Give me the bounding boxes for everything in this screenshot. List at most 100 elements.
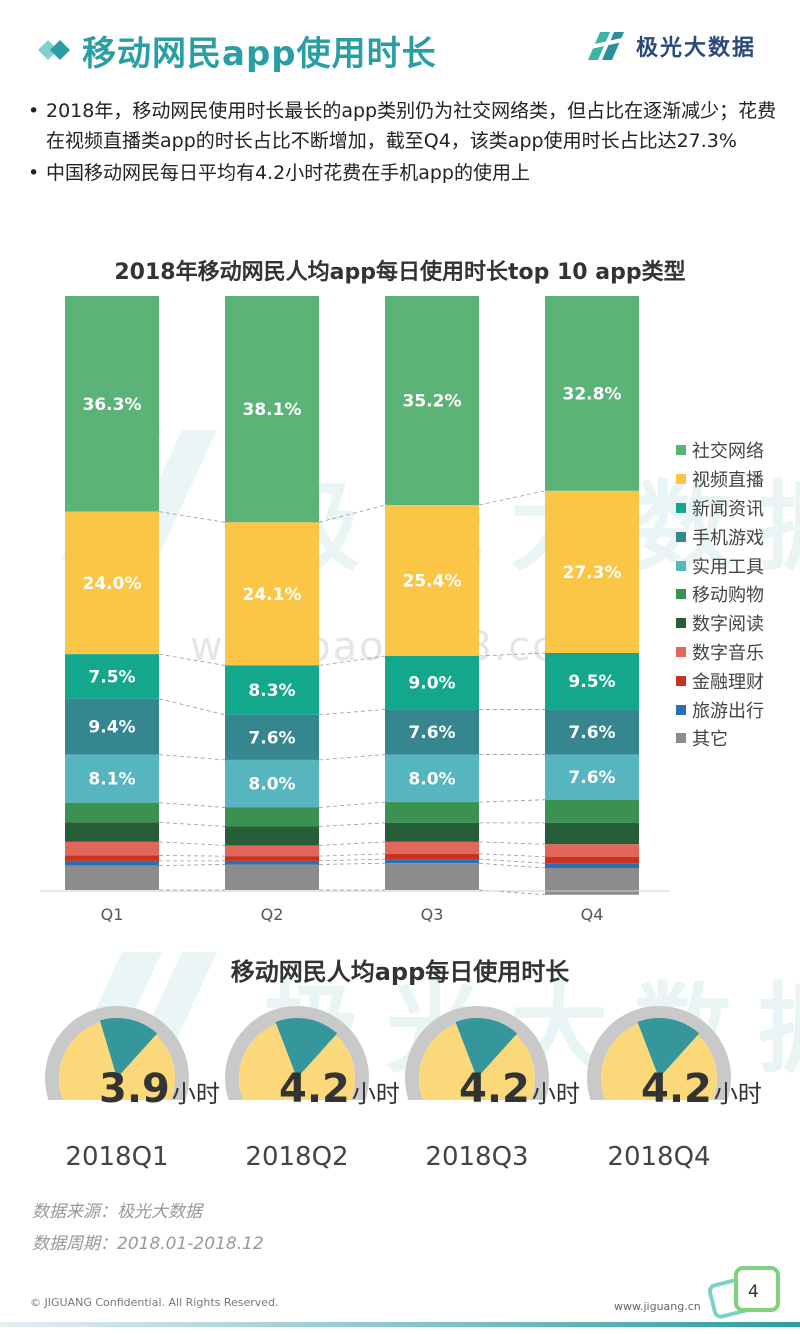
bar-value-label: 9.4% [88,718,135,738]
legend-label: 旅游出行 [692,700,764,722]
pie-value-unit: 小时 [531,1080,580,1108]
bar-segment [65,841,159,856]
pie-charts [45,1006,731,1100]
bar-segment [385,296,479,506]
legend-item: 手机游戏 [676,522,764,551]
legend-item: 社交网络 [676,436,764,465]
bar-value-label: 38.1% [243,400,302,420]
legend-swatch [676,474,686,485]
connector-line [478,841,546,845]
legend-item: 数字阅读 [676,609,764,638]
pie-value-number: 4.2 [641,1066,712,1112]
connector-line [158,864,226,867]
bar-segment [385,802,479,823]
bullet-text: 2018年，移动网民使用时长最长的app类别仍为社交网络类，但占比在逐渐减少；花… [46,100,777,152]
period-line: 数据周期：2018.01-2018.12 [32,1234,264,1254]
legend-swatch [676,733,686,744]
bar-segment [385,853,479,860]
bar-segment [385,859,479,864]
connector-line [158,821,226,827]
bar-segment [65,296,159,512]
chart-legend: 社交网络 视频直播 新闻资讯 手机游戏 实用工具 移动购物 数字阅读 数字音乐 金融理财 旅游出行… [676,436,764,753]
x-tick-label: Q2 [261,905,284,924]
bar-segment [545,863,639,869]
bar-segment [65,855,159,861]
bar-segment [545,822,639,845]
bar-segment [225,665,319,715]
pie-value-number: 4.2 [459,1066,530,1112]
legend-item: 移动购物 [676,580,764,609]
legend-swatch [676,531,686,542]
bar-value-label: 8.0% [248,775,295,795]
bullet-item: • 2018年，移动网民使用时长最长的app类别仍为社交网络类，但占比在逐渐减少；… [28,96,788,156]
connector-line [318,858,386,862]
bar-value-label: 25.4% [403,572,462,592]
pie-slice [99,1018,158,1078]
connector-line [478,490,546,506]
bar-segment [225,860,319,865]
pie-label: 2018Q3 [425,1142,529,1172]
pie-slice [275,1018,338,1078]
pie-value: 4.2小时 [459,1066,580,1112]
bar-value-label: 24.1% [243,585,302,605]
bar-segment [225,807,319,827]
pie-value: 4.2小时 [641,1066,762,1112]
legend-item: 旅游出行 [676,695,764,724]
bar-segment [545,799,639,823]
pie-ring [405,1006,549,1100]
bar-segment [65,860,159,866]
bar-value-label: 36.3% [83,395,142,415]
site-url: www.jiguang.cn [614,1300,701,1313]
page-number: 4 [748,1282,759,1302]
x-tick-label: Q1 [101,905,124,924]
pie-value-number: 4.2 [279,1066,350,1112]
bar-segment [65,865,159,890]
pie-value-unit: 小时 [351,1080,400,1108]
connector-line [478,858,546,864]
bar-value-label: 24.0% [83,574,142,594]
legend-item: 其它 [676,724,764,753]
connector-line [318,862,386,865]
copyright: © JIGUANG Confidential. All Rights Reser… [30,1296,279,1309]
connector-line [318,853,386,857]
jiguang-logo-icon [585,32,624,60]
bullet-text: 中国移动网民每日平均有4.2小时花费在手机app的使用上 [46,162,530,184]
legend-swatch [676,502,686,513]
connector-line [158,511,226,523]
legend-item: 视频直播 [676,465,764,494]
bullet-item: • 中国移动网民每日平均有4.2小时花费在手机app的使用上 [28,158,788,188]
legend-swatch [676,618,686,629]
legend-swatch [676,646,686,657]
connector-line [158,802,226,808]
brand-name: 极光大数据 [636,36,757,61]
connector-line [478,853,546,858]
page-badge-icon [707,1266,780,1319]
bar-value-label: 35.2% [403,392,462,412]
watermark-brand: 极光大数据 [262,471,800,585]
bar-segment [225,845,319,857]
pie-ring [225,1006,369,1100]
data-source: 数据来源：极光大数据 数据周期：2018.01-2018.12 [32,1196,264,1260]
bar-segment [545,490,639,653]
legend-swatch [676,445,686,456]
pie-value-number: 3.9 [99,1066,170,1112]
connector-line [478,862,546,869]
legend-swatch [676,704,686,715]
bar-segment [385,822,479,842]
bar-value-label: 9.0% [408,674,455,694]
bar-segment [65,802,159,823]
bar-segment [225,856,319,861]
bar-segment [545,868,639,895]
connector-line [158,855,226,857]
pie-ring [587,1006,731,1100]
pie-value-unit: 小时 [713,1080,762,1108]
bar-value-label: 7.6% [568,768,615,788]
pie-ring [45,1006,189,1100]
bar-value-label: 7.5% [88,667,135,687]
pie-slice [637,1018,700,1078]
bar-segment [545,709,639,755]
legend-swatch [676,675,686,686]
source-line: 数据来源：极光大数据 [32,1202,202,1222]
diamond-logo-icon [24,32,76,68]
bar-segment [385,841,479,854]
